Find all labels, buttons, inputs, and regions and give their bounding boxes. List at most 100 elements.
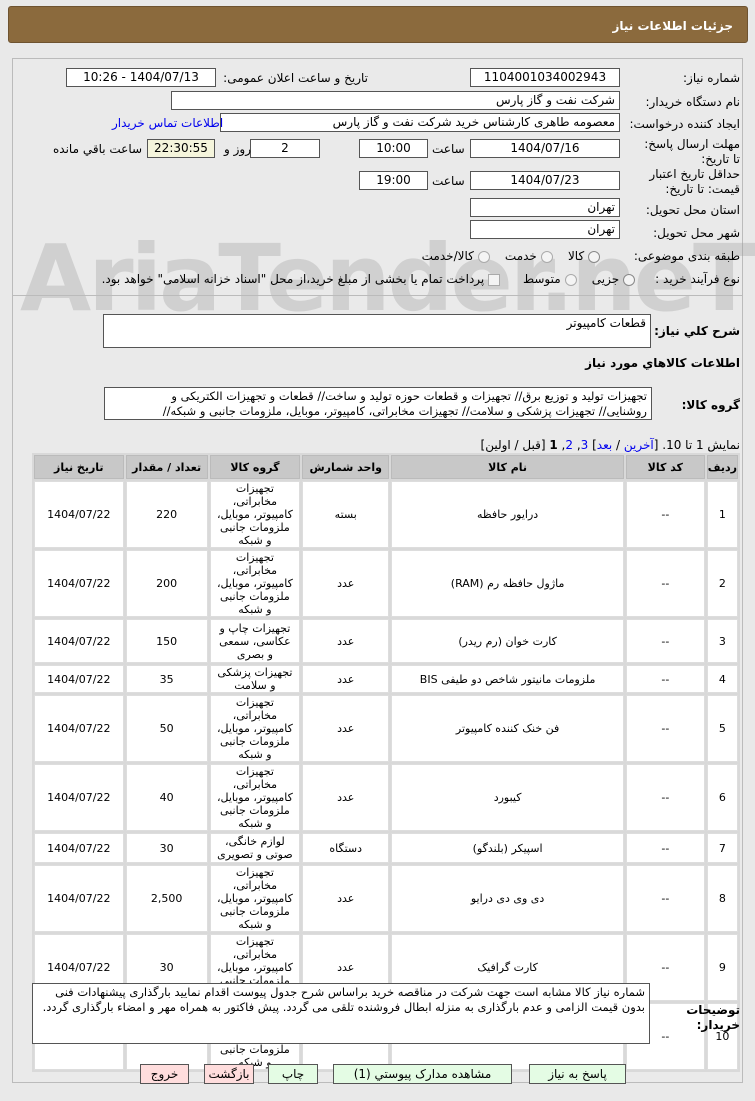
exit-button[interactable]: خروج bbox=[140, 1064, 189, 1084]
announce-label: تاریخ و ساعت اعلان عمومی: bbox=[223, 71, 368, 85]
radio-medium[interactable] bbox=[564, 273, 577, 286]
goods-table: ردیف کد کالا نام کالا واحد شمارش گروه کالا تع… bbox=[32, 453, 740, 1072]
need-number-label: شماره نیاز: bbox=[683, 71, 740, 85]
validity-date-field: 1404/07/23 bbox=[470, 171, 620, 190]
cell-col-unit: عدد bbox=[302, 665, 390, 693]
table-row: 8 -- دی وی دی درایو عدد تجهیزات مخابراتی، کا… bbox=[34, 865, 738, 932]
process-options: جزیی متوسط پرداخت تمام یا بخشی از مبلغ خ… bbox=[102, 272, 635, 287]
cell-col-date: 1404/07/22 bbox=[34, 481, 124, 548]
page-2-link[interactable]: 2 bbox=[565, 438, 573, 452]
page-next-link[interactable]: بعد bbox=[596, 438, 613, 452]
creator-label: ایجاد کننده درخواست: bbox=[629, 117, 740, 131]
cell-col-row: 9 bbox=[706, 934, 738, 1001]
cell-col-code: -- bbox=[625, 865, 705, 932]
radio-goods-service[interactable] bbox=[477, 250, 490, 263]
days-field: 2 bbox=[250, 139, 320, 158]
need-number-field: 1104001034002943 bbox=[470, 68, 620, 87]
cell-col-date: 1404/07/22 bbox=[34, 665, 124, 693]
radio-service-label: خدمت bbox=[504, 249, 537, 263]
cell-col-date: 1404/07/22 bbox=[34, 695, 124, 762]
cell-col-code: -- bbox=[625, 619, 705, 663]
group-label: گروه کالا: bbox=[681, 398, 740, 412]
days-label: روز و bbox=[224, 142, 251, 156]
validity-time-label: ساعت bbox=[432, 174, 465, 188]
page-1-current: 1 bbox=[549, 438, 558, 452]
notes-textarea[interactable]: شماره نیاز کالا مشابه است جهت شرکت در من… bbox=[32, 983, 650, 1044]
goods-section-title: اطلاعات كالاهاي مورد نياز bbox=[585, 356, 740, 370]
cell-col-row: 4 bbox=[706, 665, 738, 693]
back-button[interactable]: بازگشت bbox=[204, 1064, 254, 1084]
radio-service[interactable] bbox=[540, 250, 553, 263]
group-textarea[interactable]: تجهیزات تولید و توزیع برق// تجهیزات و قط… bbox=[104, 387, 652, 420]
cell-col-unit: عدد bbox=[302, 619, 390, 663]
table-row: 6 -- کیبورد عدد تجهیزات مخابراتی، کامپیوتر، … bbox=[34, 764, 738, 831]
treasury-checkbox[interactable] bbox=[488, 273, 501, 286]
cell-col-unit: عدد bbox=[302, 550, 390, 617]
table-row: 1 -- درایور حافظه بسته تجهیزات مخابراتی، کام… bbox=[34, 481, 738, 548]
cell-col-code: -- bbox=[625, 833, 705, 863]
notes-label: توضیحات خریدار: bbox=[686, 1003, 740, 1032]
cell-col-name: کارت خوان (رم ریدر) bbox=[391, 619, 624, 663]
process-label: نوع فرآیند خرید : bbox=[655, 272, 740, 286]
cell-col-name: فن خنک کننده کامپیوتر bbox=[391, 695, 624, 762]
cell-col-name: درایور حافظه bbox=[391, 481, 624, 548]
radio-goods[interactable] bbox=[588, 250, 600, 263]
contact-buyer-link[interactable]: اطلاعات تماس خریدار bbox=[112, 116, 224, 130]
cell-col-group: تجهیزات مخابراتی، کامپیوتر، موبایل، ملزو… bbox=[209, 695, 301, 762]
header-col-qty: تعداد / مقدار bbox=[125, 455, 208, 479]
pagination-tail: [قبل / اولین] bbox=[480, 438, 550, 452]
cell-col-group: تجهیزات مخابراتی، کامپیوتر، موبایل، ملزو… bbox=[209, 481, 301, 548]
cell-col-row: 3 bbox=[706, 619, 738, 663]
print-button[interactable]: چاپ bbox=[268, 1064, 318, 1084]
cell-col-code: -- bbox=[625, 550, 705, 617]
view-attachments-button[interactable]: مشاهده مدارک پیوستي (1) bbox=[333, 1064, 512, 1084]
deadline-time-label: ساعت bbox=[432, 142, 465, 156]
cell-col-code: -- bbox=[625, 665, 705, 693]
cell-col-unit: دستگاه bbox=[302, 833, 390, 863]
cell-col-name: ماژول حافظه رم (RAM) bbox=[391, 550, 624, 617]
cell-col-name: ملزومات مانیتور شاخص دو طیفی BIS bbox=[391, 665, 624, 693]
city-field: تهران bbox=[470, 220, 620, 239]
table-row: 4 -- ملزومات مانیتور شاخص دو طیفی BIS عدد تج… bbox=[34, 665, 738, 693]
page-3-link[interactable]: 3 bbox=[580, 438, 589, 452]
radio-goods-service-label: کالا/خدمت bbox=[421, 249, 474, 263]
cell-col-row: 1 bbox=[706, 481, 738, 548]
pagination-sep: / bbox=[612, 438, 624, 452]
cell-col-name: دی وی دی درایو bbox=[391, 865, 624, 932]
province-field: تهران bbox=[470, 198, 620, 217]
header-col-row: ردیف bbox=[706, 455, 738, 479]
cell-col-qty: 150 bbox=[125, 619, 208, 663]
cell-col-group: تجهیزات مخابراتی، کامپیوتر، موبایل، ملزو… bbox=[209, 764, 301, 831]
reply-button[interactable]: پاسخ به نیاز bbox=[529, 1064, 626, 1084]
buyer-label: نام دستگاه خریدار: bbox=[645, 95, 741, 109]
cell-col-unit: بسته bbox=[302, 481, 390, 548]
announce-field: 1404/07/13 - 10:26 bbox=[66, 68, 216, 87]
validity-time-field: 19:00 bbox=[359, 171, 428, 190]
description-label: شرح كلي نياز: bbox=[654, 324, 740, 338]
deadline-label: مهلت ارسال پاسخ: تا تاریخ: bbox=[644, 137, 740, 166]
cell-col-name: اسپیکر (بلندگو) bbox=[391, 833, 624, 863]
city-label: شهر محل تحویل: bbox=[653, 226, 740, 240]
goods-table-wrap: ردیف کد کالا نام کالا واحد شمارش گروه کالا تع… bbox=[32, 453, 740, 1072]
cell-col-unit: عدد bbox=[302, 764, 390, 831]
cell-col-unit: عدد bbox=[302, 695, 390, 762]
description-textarea[interactable]: قطعات کامپیوتر bbox=[103, 314, 651, 348]
category-options: کالا خدمت کالا/خدمت bbox=[422, 249, 600, 264]
header-col-unit: واحد شمارش bbox=[302, 455, 390, 479]
header-col-name: نام کالا bbox=[391, 455, 624, 479]
cell-col-group: تجهیزات چاپ و عکاسی، سمعی و بصری bbox=[209, 619, 301, 663]
cell-col-row: 6 bbox=[706, 764, 738, 831]
table-row: 3 -- کارت خوان (رم ریدر) عدد تجهیزات چاپ و ع… bbox=[34, 619, 738, 663]
buyer-field: شرکت نفت و گاز پارس bbox=[171, 91, 620, 110]
radio-minor[interactable] bbox=[623, 273, 635, 286]
page-last-link[interactable]: آخرین bbox=[623, 438, 654, 452]
pagination: نمایش 1 تا 10. [آخرین / بعد] 3, 2, 1 [قب… bbox=[480, 438, 740, 452]
pagination-text: نمایش 1 تا 10. [ bbox=[653, 438, 740, 452]
pagination-mid: ] bbox=[588, 438, 597, 452]
creator-field: معصومه طاهری کارشناس خرید شرکت نفت و گاز… bbox=[220, 113, 620, 132]
cell-col-code: -- bbox=[625, 764, 705, 831]
cell-col-group: تجهیزات پزشکی و سلامت bbox=[209, 665, 301, 693]
cell-col-qty: 220 bbox=[125, 481, 208, 548]
cell-col-qty: 40 bbox=[125, 764, 208, 831]
cell-col-unit: عدد bbox=[302, 865, 390, 932]
